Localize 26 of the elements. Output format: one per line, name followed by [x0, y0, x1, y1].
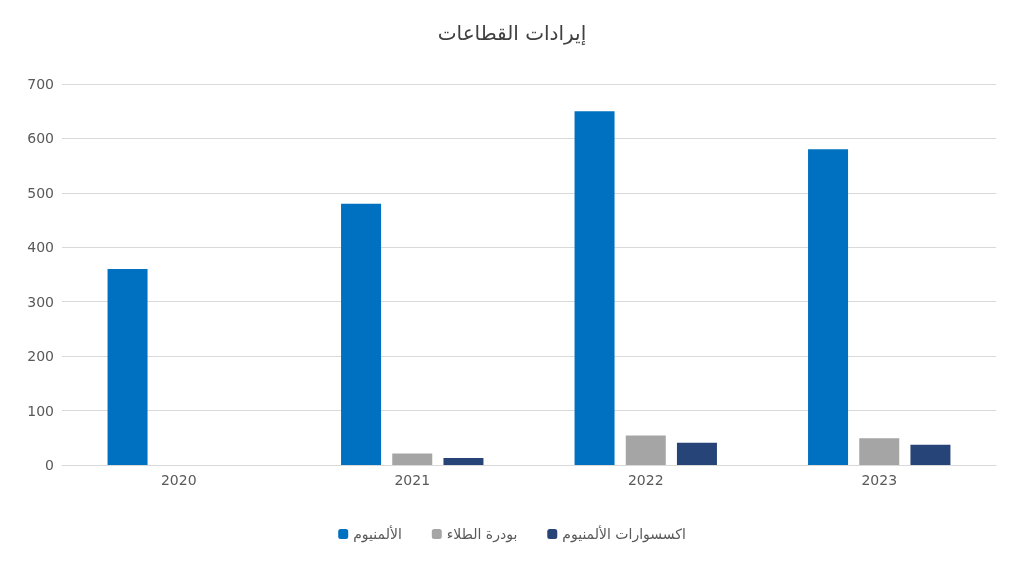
chart-title: إيرادات القطاعات — [437, 21, 587, 46]
x-tick-label: 2023 — [861, 472, 898, 488]
bar — [859, 438, 900, 465]
bar — [392, 453, 433, 465]
bar — [808, 149, 849, 465]
y-tick-label: 600 — [27, 130, 54, 147]
x-tick-label: 2022 — [627, 472, 664, 488]
legend-label: بودرة الطلاء — [446, 526, 518, 543]
y-tick-label: 300 — [27, 293, 54, 310]
y-tick-label: 200 — [27, 348, 54, 365]
bar — [910, 444, 951, 465]
x-tick-label: 2020 — [160, 472, 197, 488]
bar — [341, 203, 382, 465]
bar — [625, 435, 666, 465]
y-tick-label: 500 — [27, 184, 54, 201]
bar — [443, 457, 484, 465]
x-tick-label: 2021 — [394, 472, 431, 488]
bar — [676, 442, 717, 465]
bar — [107, 269, 148, 465]
bar — [574, 111, 615, 465]
legend-label: اكسسوارات الألمنيوم — [562, 525, 686, 543]
legend-label: الألمنيوم — [353, 525, 402, 543]
y-tick-label: 100 — [27, 402, 54, 419]
y-tick-label: 400 — [27, 239, 54, 256]
y-tick-label: 700 — [27, 76, 54, 92]
y-tick-label: 0 — [45, 457, 54, 473]
